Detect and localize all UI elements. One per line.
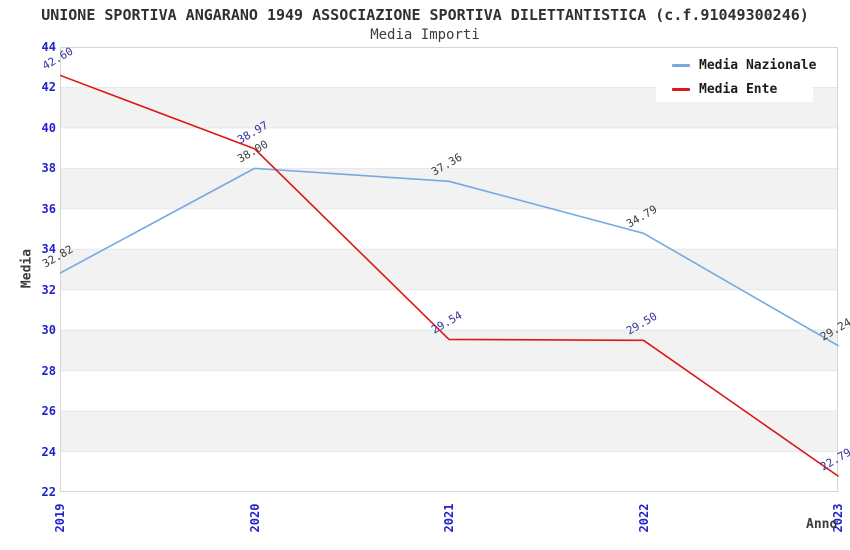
chart-subtitle: Media Importi <box>370 27 480 43</box>
y-tick-label: 38 <box>41 161 56 176</box>
legend-item-label: Media Nazionale <box>699 57 817 73</box>
y-tick-label: 34 <box>41 242 56 257</box>
chart-title: UNIONE SPORTIVA ANGARANO 1949 ASSOCIAZIO… <box>41 6 809 24</box>
plot-area <box>60 47 839 492</box>
grid-band <box>60 411 838 452</box>
plot-border <box>60 47 838 492</box>
y-tick-label: 42 <box>41 80 56 95</box>
grid-band <box>60 168 838 209</box>
x-tick-label: 2020 <box>247 503 262 533</box>
grid-band <box>60 451 838 492</box>
legend-item-label: Media Ente <box>699 81 778 97</box>
y-tick-label: 36 <box>41 201 56 216</box>
y-tick-label: 40 <box>41 120 56 135</box>
legend-item-media-ente: Media Ente <box>656 79 813 99</box>
legend-swatch-media-ente <box>672 87 690 91</box>
series-line-media-ente <box>60 74 839 477</box>
grid-band <box>60 249 838 290</box>
x-tick-label: 2022 <box>636 503 651 533</box>
y-tick-label: 44 <box>41 40 56 54</box>
y-tick-label: 24 <box>41 444 56 459</box>
grid-band <box>60 127 838 169</box>
y-tick-label: 22 <box>41 485 56 499</box>
grid-band <box>60 208 838 250</box>
legend: Media Nazionale Media Ente <box>656 52 817 102</box>
x-tick-label: 2021 <box>442 503 456 533</box>
y-tick-label: 26 <box>41 404 56 419</box>
legend-item-media-nazionale: Media Nazionale <box>656 55 817 75</box>
y-axis-title: Media <box>19 248 35 289</box>
y-tick-label: 30 <box>41 323 56 338</box>
grid-band <box>60 289 838 331</box>
legend-swatch-media-nazionale <box>672 63 690 67</box>
series-line-media-nazionale <box>60 167 839 347</box>
x-axis-title: Anno <box>806 517 838 532</box>
y-tick-label: 28 <box>41 363 56 378</box>
grid-band <box>60 330 838 371</box>
x-tick-label: 2019 <box>53 503 67 533</box>
grid-band <box>60 370 838 412</box>
y-tick-label: 32 <box>41 282 56 297</box>
